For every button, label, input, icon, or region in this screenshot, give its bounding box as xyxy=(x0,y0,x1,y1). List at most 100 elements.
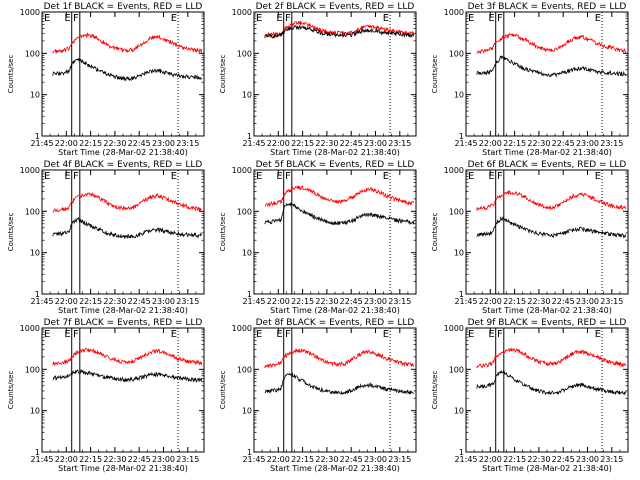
panel-title: Det 4f BLACK = Events, RED = LLD xyxy=(44,160,203,170)
events-rate-series xyxy=(264,372,414,396)
x-axis-label: Start Time (28-Mar-02 21:38:40) xyxy=(482,306,612,315)
y-axis-label: Counts/sec xyxy=(431,371,439,410)
x-tick-label: 22:00 xyxy=(479,297,502,306)
lld-rate-series xyxy=(52,347,203,367)
plot-frame xyxy=(41,11,205,137)
x-tick-label: 23:00 xyxy=(152,139,175,148)
events-rate-series xyxy=(476,216,627,239)
x-axis-label: Start Time (28-Mar-02 21:38:40) xyxy=(482,464,612,473)
y-tick-label: 10 xyxy=(30,91,40,100)
event-marker-label: E xyxy=(276,13,282,24)
events-rate-series xyxy=(476,369,627,396)
y-tick-label: 10 xyxy=(30,249,40,258)
y-tick-label: 1000 xyxy=(20,166,40,175)
x-tick-label: 22:30 xyxy=(103,139,126,148)
x-tick-label: 22:30 xyxy=(315,455,338,464)
start-marker-label: E xyxy=(256,13,262,24)
x-tick-label: 23:15 xyxy=(388,297,411,306)
x-axis-label: Start Time (28-Mar-02 21:38:40) xyxy=(270,464,400,473)
panel-title: Det 3f BLACK = Events, RED = LLD xyxy=(468,2,627,12)
x-tick-label: 21:45 xyxy=(242,139,265,148)
x-tick-label: 21:45 xyxy=(454,139,477,148)
x-tick-label: 22:45 xyxy=(552,139,575,148)
event-marker-label: F xyxy=(73,13,79,24)
x-tick-label: 23:15 xyxy=(388,455,411,464)
y-tick-label: 10 xyxy=(242,91,252,100)
start-marker-label: E xyxy=(44,13,50,24)
x-tick-label: 22:45 xyxy=(552,297,575,306)
event-marker-label: E xyxy=(64,171,70,182)
event-marker-label: E xyxy=(276,329,282,340)
y-tick-label: 1 xyxy=(459,132,464,141)
lld-rate-series xyxy=(264,184,415,208)
detector-panel-5: Det 5f BLACK = Events, RED = LLD 1 10 100 10… xyxy=(219,160,417,315)
start-marker-label: E xyxy=(256,171,262,182)
lld-rate-series xyxy=(476,32,627,55)
x-tick-label: 21:45 xyxy=(242,455,265,464)
x-tick-label: 21:45 xyxy=(454,297,477,306)
y-tick-label: 1 xyxy=(35,290,40,299)
x-axis-label: Start Time (28-Mar-02 21:38:40) xyxy=(58,148,188,157)
x-tick-label: 22:00 xyxy=(267,297,290,306)
lld-rate-series xyxy=(52,32,203,54)
y-axis-label: Counts/sec xyxy=(7,213,15,252)
events-rate-series xyxy=(52,57,203,82)
event-marker-label: F xyxy=(285,171,291,182)
x-tick-label: 22:15 xyxy=(291,455,314,464)
x-tick-label: 21:45 xyxy=(30,297,53,306)
x-tick-label: 23:15 xyxy=(388,139,411,148)
y-tick-label: 1 xyxy=(247,448,252,457)
event-marker-label: E xyxy=(383,329,389,340)
plot-frame xyxy=(253,169,417,295)
y-tick-label: 100 xyxy=(25,207,40,216)
x-tick-label: 22:15 xyxy=(79,139,102,148)
x-tick-label: 22:00 xyxy=(479,139,502,148)
event-marker-label: E xyxy=(595,329,601,340)
panel-title: Det 8f BLACK = Events, RED = LLD xyxy=(256,318,415,328)
start-marker-label: E xyxy=(468,171,474,182)
y-tick-label: 1 xyxy=(247,290,252,299)
events-rate-series xyxy=(476,55,627,78)
x-tick-label: 22:45 xyxy=(340,297,363,306)
y-axis-label: Counts/sec xyxy=(7,371,15,410)
y-axis-label: Counts/sec xyxy=(431,213,439,252)
detector-panel-8: Det 8f BLACK = Events, RED = LLD 1 10 100 10… xyxy=(219,318,417,473)
y-tick-label: 1000 xyxy=(444,166,464,175)
x-tick-label: 22:30 xyxy=(315,139,338,148)
x-tick-label: 21:45 xyxy=(30,455,53,464)
plot-frame xyxy=(41,169,205,295)
x-tick-label: 23:00 xyxy=(364,455,387,464)
detector-panel-4: Det 4f BLACK = Events, RED = LLD 1 10 100 10… xyxy=(7,160,205,315)
y-tick-label: 1 xyxy=(459,290,464,299)
x-tick-label: 23:15 xyxy=(176,297,199,306)
y-tick-label: 1000 xyxy=(444,324,464,333)
event-marker-label: E xyxy=(488,329,494,340)
x-tick-label: 23:15 xyxy=(176,455,199,464)
x-tick-label: 22:45 xyxy=(128,455,151,464)
event-marker-label: F xyxy=(285,13,291,24)
y-tick-label: 10 xyxy=(454,91,464,100)
event-marker-label: E xyxy=(383,13,389,24)
y-tick-label: 100 xyxy=(25,365,40,374)
x-tick-label: 22:30 xyxy=(315,297,338,306)
event-marker-label: E xyxy=(64,13,70,24)
detector-panel-3: Det 3f BLACK = Events, RED = LLD 1 10 100 10… xyxy=(431,2,629,157)
event-marker-label: F xyxy=(285,329,291,340)
y-tick-label: 10 xyxy=(454,249,464,258)
event-marker-label: E xyxy=(171,171,177,182)
panel-title: Det 6f BLACK = Events, RED = LLD xyxy=(468,160,627,170)
panel-title: Det 5f BLACK = Events, RED = LLD xyxy=(256,160,415,170)
events-rate-series xyxy=(52,369,203,384)
plot-frame xyxy=(465,11,629,137)
y-tick-label: 1000 xyxy=(20,8,40,17)
x-tick-label: 23:15 xyxy=(600,139,623,148)
panel-title: Det 1f BLACK = Events, RED = LLD xyxy=(44,2,203,12)
x-axis-label: Start Time (28-Mar-02 21:38:40) xyxy=(482,148,612,157)
detector-panel-6: Det 6f BLACK = Events, RED = LLD 1 10 100 10… xyxy=(431,160,629,315)
event-marker-label: E xyxy=(171,329,177,340)
y-tick-label: 1 xyxy=(459,448,464,457)
event-marker-label: E xyxy=(171,13,177,24)
event-marker-label: F xyxy=(73,171,79,182)
detector-panel-1: Det 1f BLACK = Events, RED = LLD 1 10 100 10… xyxy=(7,2,205,157)
